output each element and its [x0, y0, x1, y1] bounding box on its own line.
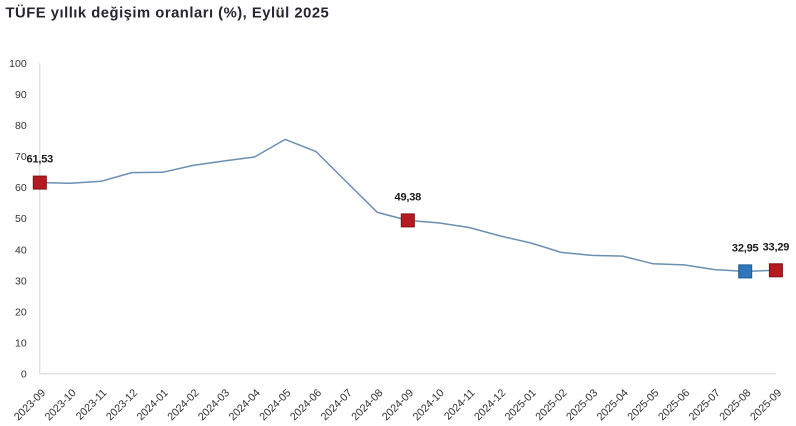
svg-text:100: 100: [9, 58, 27, 70]
svg-text:0: 0: [21, 369, 27, 381]
svg-text:2023-12: 2023-12: [104, 387, 140, 423]
svg-text:2025-02: 2025-02: [533, 387, 569, 423]
svg-text:32,95: 32,95: [732, 242, 759, 254]
svg-text:2024-06: 2024-06: [288, 387, 324, 423]
svg-text:2024-12: 2024-12: [472, 387, 508, 423]
svg-text:2023-11: 2023-11: [74, 387, 110, 423]
svg-text:2023-10: 2023-10: [43, 387, 79, 423]
svg-text:50: 50: [15, 213, 27, 225]
svg-text:40: 40: [15, 244, 27, 256]
svg-text:2024-09: 2024-09: [380, 387, 416, 423]
svg-text:2025-05: 2025-05: [625, 387, 661, 423]
svg-text:33,29: 33,29: [763, 241, 790, 253]
svg-text:10: 10: [15, 337, 27, 349]
svg-text:2024-01: 2024-01: [135, 387, 171, 423]
svg-text:60: 60: [15, 182, 27, 194]
svg-text:49,38: 49,38: [395, 191, 422, 203]
svg-text:2024-11: 2024-11: [442, 387, 478, 423]
svg-text:2024-07: 2024-07: [319, 387, 355, 423]
svg-text:2025-08: 2025-08: [717, 387, 753, 423]
svg-text:2025-09: 2025-09: [748, 387, 784, 423]
svg-text:2024-10: 2024-10: [411, 387, 447, 423]
svg-text:20: 20: [15, 306, 27, 318]
svg-text:2024-05: 2024-05: [257, 387, 293, 423]
svg-text:2024-02: 2024-02: [165, 387, 201, 423]
svg-text:TÜFE yıllık değişim oranları (: TÜFE yıllık değişim oranları (%), Eylül …: [6, 4, 330, 21]
svg-text:2025-06: 2025-06: [656, 387, 692, 423]
svg-text:30: 30: [15, 275, 27, 287]
svg-text:80: 80: [15, 120, 27, 132]
svg-text:2024-04: 2024-04: [227, 387, 263, 423]
svg-text:61,53: 61,53: [27, 154, 54, 166]
svg-text:70: 70: [15, 151, 27, 163]
svg-text:2025-07: 2025-07: [687, 387, 723, 423]
svg-text:90: 90: [15, 89, 27, 101]
svg-text:2024-03: 2024-03: [196, 387, 232, 423]
svg-text:2025-04: 2025-04: [595, 387, 631, 423]
svg-text:2024-08: 2024-08: [349, 387, 385, 423]
svg-text:2025-01: 2025-01: [503, 387, 539, 423]
svg-text:2025-03: 2025-03: [564, 387, 600, 423]
svg-text:2023-09: 2023-09: [12, 387, 48, 423]
